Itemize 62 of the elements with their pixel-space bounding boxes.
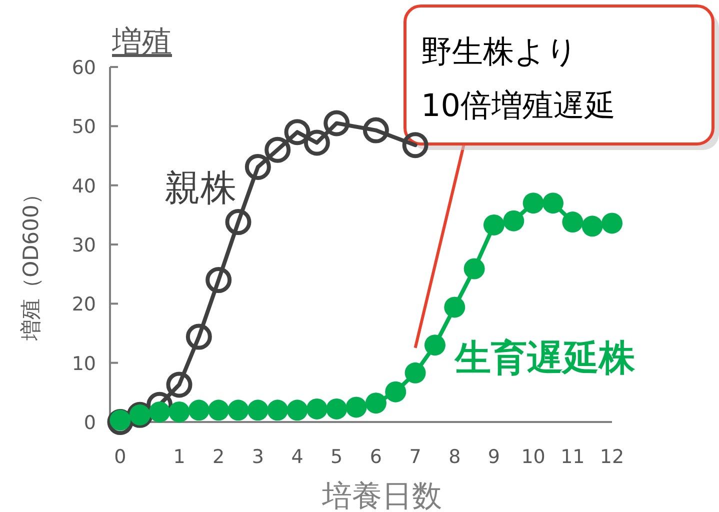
- point: [365, 392, 386, 414]
- series-label: 親株: [164, 168, 236, 210]
- point: [346, 396, 367, 418]
- point: [206, 267, 232, 293]
- point: [522, 192, 544, 214]
- point: [326, 398, 348, 420]
- series-label: 生育遅延株: [454, 338, 636, 380]
- point: [244, 154, 271, 180]
- x-tick-label: 12: [600, 446, 624, 468]
- x-tick-label: 4: [291, 446, 304, 468]
- point: [228, 400, 249, 421]
- point: [424, 334, 446, 356]
- x-tick-label: 1: [173, 446, 186, 468]
- point: [149, 401, 170, 422]
- x-tick-label: 6: [370, 446, 382, 468]
- x-tick-label: 10: [521, 446, 546, 468]
- x-tick-label: 7: [409, 446, 422, 468]
- point: [107, 409, 134, 435]
- point: [402, 132, 428, 158]
- y-tick-label: 60: [72, 57, 96, 79]
- x-axis-title: 培養日数: [321, 479, 442, 512]
- x-tick-label: 8: [448, 446, 461, 468]
- x-tick-label: 2: [212, 446, 225, 468]
- point: [304, 130, 330, 156]
- point: [306, 398, 328, 420]
- point: [208, 400, 230, 421]
- point: [225, 209, 252, 236]
- point: [284, 119, 310, 146]
- chart-title: 増殖: [111, 25, 172, 60]
- point: [286, 400, 308, 421]
- y-tick-label: 40: [72, 175, 96, 198]
- point: [188, 400, 210, 421]
- point: [186, 324, 212, 350]
- y-tick-label: 10: [72, 352, 96, 375]
- point: [582, 216, 603, 237]
- y-tick-label: 20: [72, 294, 96, 316]
- x-tick-label: 0: [114, 446, 126, 468]
- y-tick-label: 30: [72, 234, 96, 256]
- annotation: 野生株より 10倍増殖遅延: [421, 34, 616, 124]
- point: [602, 212, 622, 234]
- point: [385, 381, 406, 402]
- point: [404, 362, 426, 384]
- point: [542, 192, 564, 214]
- point: [562, 212, 584, 233]
- y-tick-label: 0: [84, 412, 96, 434]
- x-tick-label: 5: [330, 446, 343, 468]
- point: [168, 401, 190, 422]
- y-tick-label: 50: [72, 116, 96, 138]
- point: [324, 110, 350, 136]
- point: [267, 400, 288, 421]
- x-tick-label: 11: [560, 446, 585, 468]
- y-axis-title: 増殖（OD600）: [19, 184, 43, 342]
- point: [264, 136, 291, 163]
- x-tick-label: 3: [252, 446, 264, 468]
- point: [444, 296, 466, 318]
- x-tick-label: 9: [488, 446, 500, 468]
- point: [247, 400, 268, 421]
- point: [362, 117, 389, 144]
- point: [166, 372, 192, 398]
- point: [483, 214, 504, 236]
- point: [464, 258, 485, 280]
- point: [503, 210, 524, 232]
